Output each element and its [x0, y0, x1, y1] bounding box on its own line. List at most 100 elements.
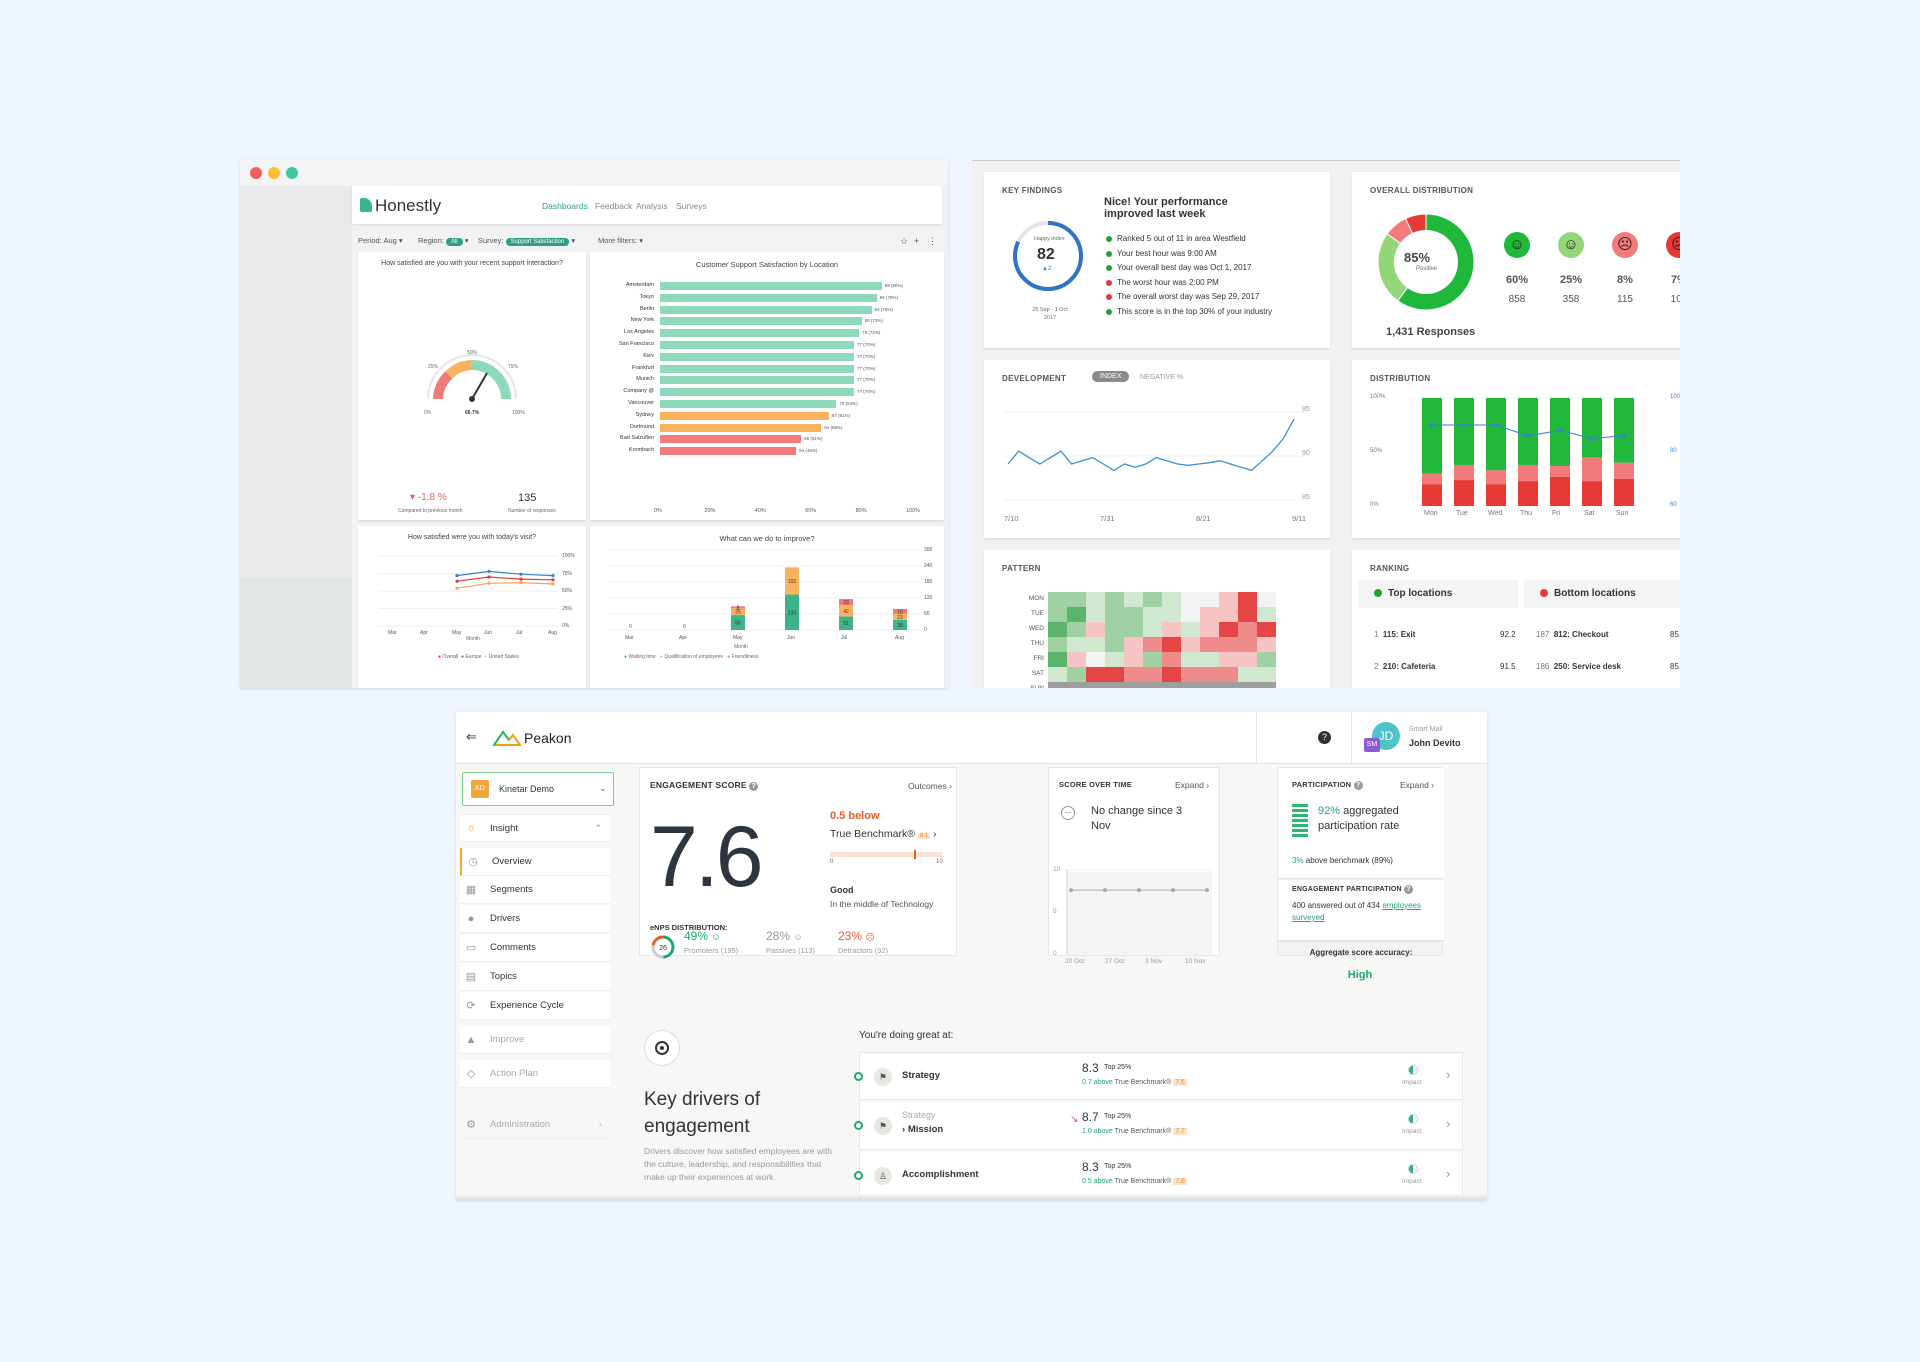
user-name[interactable]: John Devito: [1409, 738, 1461, 748]
period-filter[interactable]: Period: Aug ▾: [358, 236, 403, 245]
pattern-cell[interactable]: [1086, 622, 1105, 637]
nav-dashboards[interactable]: Dashboards: [542, 201, 588, 211]
pattern-cell[interactable]: [1143, 682, 1162, 688]
pattern-cell[interactable]: [1181, 592, 1200, 607]
pattern-cell[interactable]: [1181, 667, 1200, 682]
location-bar[interactable]: [660, 423, 822, 432]
pattern-cell[interactable]: [1067, 637, 1086, 652]
pattern-cell[interactable]: [1257, 682, 1276, 688]
pattern-cell[interactable]: [1257, 637, 1276, 652]
pattern-cell[interactable]: [1219, 637, 1238, 652]
location-bar[interactable]: [660, 400, 837, 408]
pattern-cell[interactable]: [1105, 667, 1124, 682]
org-selector[interactable]: KD Kinetar Demo ⌄: [462, 772, 614, 806]
distribution-bar-segment[interactable]: [1550, 466, 1570, 477]
honestly-logo[interactable]: Honestly: [360, 196, 441, 216]
pattern-cell[interactable]: [1143, 622, 1162, 637]
pattern-cell[interactable]: [1048, 607, 1067, 622]
nav-analysis[interactable]: Analysis: [636, 201, 668, 211]
sidebar-item-action-plan[interactable]: ◇ Action Plan: [460, 1060, 610, 1088]
pattern-cell[interactable]: [1257, 667, 1276, 682]
location-bar[interactable]: [660, 364, 855, 373]
bottom-locations-header[interactable]: Bottom locations: [1524, 580, 1680, 608]
pattern-cell[interactable]: [1200, 622, 1219, 637]
pattern-cell[interactable]: [1105, 607, 1124, 622]
distribution-bar-segment[interactable]: [1614, 479, 1634, 506]
sidebar-item-administration[interactable]: ⚙ Administration ›: [460, 1111, 610, 1139]
improve-bar-segment[interactable]: [893, 613, 907, 620]
pattern-cell[interactable]: [1200, 652, 1219, 667]
chevron-right-icon[interactable]: ›: [1446, 1166, 1451, 1181]
location-bar[interactable]: [660, 329, 860, 338]
score-point[interactable]: [1103, 888, 1107, 893]
distribution-bar-segment[interactable]: [1518, 481, 1538, 506]
location-bar[interactable]: [660, 341, 855, 349]
sidebar-item-insight[interactable]: ☼ Insight ⌃: [460, 814, 610, 842]
info-icon[interactable]: ?: [749, 782, 759, 791]
participation-info-icon[interactable]: ?: [1353, 781, 1363, 790]
pattern-cell[interactable]: [1105, 592, 1124, 607]
score-point[interactable]: [1137, 888, 1141, 893]
pattern-cell[interactable]: [1219, 682, 1238, 688]
pattern-cell[interactable]: [1124, 592, 1143, 607]
distribution-bar-segment[interactable]: [1422, 473, 1442, 485]
pattern-cell[interactable]: [1124, 637, 1143, 652]
pattern-cell[interactable]: [1048, 592, 1067, 607]
pattern-cell[interactable]: [1105, 652, 1124, 667]
distribution-point[interactable]: [1430, 423, 1434, 427]
location-bar[interactable]: [660, 376, 855, 385]
improve-bar-segment[interactable]: [731, 608, 745, 616]
top-rank-row[interactable]: 1 115: Exit: [1374, 630, 1416, 639]
nav-feedback[interactable]: Feedback: [595, 201, 633, 211]
distribution-point[interactable]: [1462, 423, 1466, 427]
pattern-cell[interactable]: [1200, 682, 1219, 688]
pattern-cell[interactable]: [1257, 592, 1276, 607]
pattern-cell[interactable]: [1238, 622, 1257, 637]
pattern-cell[interactable]: [1048, 622, 1067, 637]
distribution-bar-segment[interactable]: [1486, 484, 1506, 506]
location-bar[interactable]: [660, 282, 882, 290]
pattern-cell[interactable]: [1067, 607, 1086, 622]
improve-bar-segment[interactable]: [839, 599, 853, 606]
distribution-point[interactable]: [1494, 423, 1498, 427]
pattern-cell[interactable]: [1067, 682, 1086, 688]
pattern-cell[interactable]: [1181, 622, 1200, 637]
location-bar[interactable]: [660, 411, 829, 420]
tab-negative[interactable]: NEGATIVE %: [1140, 374, 1184, 381]
pattern-cell[interactable]: [1124, 622, 1143, 637]
pattern-cell[interactable]: [1238, 592, 1257, 607]
distribution-bar-segment[interactable]: [1422, 484, 1442, 506]
sidebar-item-experience-cycle[interactable]: ⟳ Experience Cycle: [460, 992, 610, 1020]
location-bar[interactable]: [660, 388, 855, 397]
distribution-bar-segment[interactable]: [1454, 480, 1474, 506]
distribution-bar-segment[interactable]: [1422, 398, 1442, 474]
location-bar[interactable]: [660, 352, 855, 361]
pattern-cell[interactable]: [1143, 592, 1162, 607]
distribution-bar-segment[interactable]: [1454, 398, 1474, 465]
pattern-cell[interactable]: [1181, 652, 1200, 667]
pattern-cell[interactable]: [1219, 652, 1238, 667]
pattern-cell[interactable]: [1048, 682, 1067, 688]
pattern-cell[interactable]: [1124, 667, 1143, 682]
chevron-right-icon[interactable]: ›: [1446, 1116, 1451, 1131]
distribution-point[interactable]: [1526, 433, 1530, 438]
minimize-window-button[interactable]: [268, 167, 280, 179]
location-bar[interactable]: [660, 293, 877, 302]
pattern-cell[interactable]: [1086, 637, 1105, 652]
pattern-cell[interactable]: [1048, 652, 1067, 667]
pattern-cell[interactable]: [1105, 637, 1124, 652]
collapse-menu-icon[interactable]: ⇐: [466, 729, 477, 744]
pattern-cell[interactable]: [1238, 652, 1257, 667]
distribution-bar-segment[interactable]: [1614, 398, 1634, 463]
improve-bar-segment[interactable]: [839, 605, 853, 617]
pattern-cell[interactable]: [1086, 592, 1105, 607]
pattern-cell[interactable]: [1219, 607, 1238, 622]
outcomes-link[interactable]: Outcomes ›: [908, 781, 952, 791]
nav-surveys[interactable]: Surveys: [676, 201, 707, 211]
pattern-cell[interactable]: [1143, 667, 1162, 682]
pattern-cell[interactable]: [1067, 592, 1086, 607]
pattern-cell[interactable]: [1162, 682, 1181, 688]
pattern-cell[interactable]: [1124, 652, 1143, 667]
location-bar[interactable]: [660, 317, 862, 326]
pattern-cell[interactable]: [1181, 682, 1200, 688]
